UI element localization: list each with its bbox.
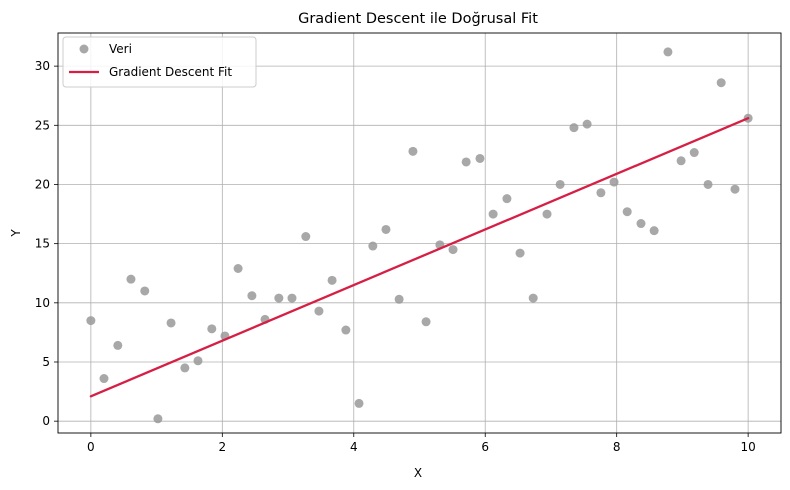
data-point	[274, 293, 284, 303]
y-tick-label: 15	[35, 237, 50, 251]
chart-title: Gradient Descent ile Doğrusal Fit	[298, 11, 538, 27]
data-points	[86, 47, 753, 424]
x-tick-label: 8	[613, 440, 621, 454]
data-point	[475, 153, 485, 163]
y-tick-label: 0	[42, 414, 50, 428]
data-point	[394, 294, 404, 304]
data-point	[341, 325, 351, 335]
data-point	[609, 177, 619, 187]
data-point	[421, 317, 431, 327]
data-point	[126, 274, 136, 284]
y-axis-label: Y	[9, 229, 23, 238]
data-point	[716, 78, 726, 88]
legend: Veri Gradient Descent Fit	[62, 36, 257, 88]
data-point	[314, 306, 324, 316]
data-point	[649, 226, 659, 236]
data-point	[528, 293, 538, 303]
data-point	[555, 179, 565, 189]
data-point	[247, 291, 257, 301]
data-point	[153, 414, 163, 424]
legend-box	[62, 36, 257, 88]
x-tick-label: 4	[350, 440, 358, 454]
fit-line-group	[89, 117, 750, 398]
x-tick-label: 0	[87, 440, 95, 454]
data-point	[301, 232, 311, 242]
x-tick-label: 10	[740, 440, 755, 454]
data-point	[287, 293, 297, 303]
data-point	[596, 188, 606, 198]
data-point	[703, 179, 713, 189]
data-point	[381, 224, 391, 234]
grid	[58, 33, 781, 433]
data-point	[488, 209, 498, 219]
data-point	[569, 123, 579, 133]
plot-frame	[57, 32, 782, 434]
x-axis-ticks: 0 2 4 6 8 10	[87, 433, 756, 454]
data-point	[193, 356, 203, 366]
data-point	[663, 47, 673, 57]
legend-label-fit: Gradient Descent Fit	[109, 65, 232, 79]
data-point	[180, 363, 190, 373]
data-point	[408, 146, 418, 156]
data-point	[368, 241, 378, 251]
y-tick-label: 10	[35, 296, 50, 310]
data-point	[515, 248, 525, 258]
data-point	[622, 207, 632, 217]
y-axis-ticks: 0 5 10 15 20 25 30	[35, 59, 58, 428]
y-tick-label: 20	[35, 177, 50, 191]
data-point	[354, 398, 364, 408]
data-point	[233, 264, 243, 274]
fit-line	[89, 117, 750, 398]
data-point	[689, 148, 699, 158]
x-tick-label: 6	[481, 440, 489, 454]
data-point	[636, 219, 646, 229]
data-point	[99, 374, 109, 384]
data-point	[140, 286, 150, 296]
data-point	[542, 209, 552, 219]
y-tick-label: 5	[42, 355, 50, 369]
data-point	[730, 184, 740, 194]
data-point	[582, 119, 592, 129]
y-tick-label: 30	[35, 59, 50, 73]
data-point	[86, 316, 96, 326]
legend-label-data: Veri	[109, 42, 132, 56]
data-point	[113, 340, 123, 350]
x-tick-label: 2	[218, 440, 226, 454]
data-point	[448, 245, 458, 255]
data-point	[461, 157, 471, 167]
data-point	[502, 194, 512, 204]
data-point	[676, 156, 686, 166]
y-tick-label: 25	[35, 118, 50, 132]
data-point	[207, 324, 217, 334]
data-point	[327, 275, 337, 285]
data-point	[166, 318, 176, 328]
legend-scatter-marker	[79, 44, 89, 54]
x-axis-label: X	[414, 466, 422, 480]
